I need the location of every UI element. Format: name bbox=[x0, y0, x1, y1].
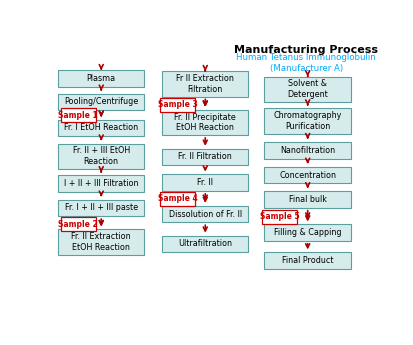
Text: Fr II Extraction
Filtration: Fr II Extraction Filtration bbox=[176, 74, 234, 94]
Text: Concentration: Concentration bbox=[279, 170, 336, 179]
FancyBboxPatch shape bbox=[61, 217, 96, 231]
Text: Nanofiltration: Nanofiltration bbox=[280, 146, 335, 155]
Text: Sample 5: Sample 5 bbox=[260, 212, 300, 221]
Text: Fr. II Extraction
EtOH Reaction: Fr. II Extraction EtOH Reaction bbox=[71, 232, 131, 252]
Text: Manufacturing Process: Manufacturing Process bbox=[234, 46, 378, 56]
Text: Dissolution of Fr. II: Dissolution of Fr. II bbox=[169, 209, 242, 219]
Text: Final Product: Final Product bbox=[282, 256, 333, 265]
Text: Chromatography
Purification: Chromatography Purification bbox=[273, 111, 342, 131]
FancyBboxPatch shape bbox=[160, 192, 195, 206]
FancyBboxPatch shape bbox=[58, 119, 145, 136]
FancyBboxPatch shape bbox=[262, 210, 297, 224]
FancyBboxPatch shape bbox=[58, 229, 145, 255]
FancyBboxPatch shape bbox=[264, 108, 351, 134]
FancyBboxPatch shape bbox=[264, 225, 351, 241]
Text: Ultrafiltration: Ultrafiltration bbox=[178, 239, 232, 248]
Text: Sample 1: Sample 1 bbox=[58, 111, 98, 120]
FancyBboxPatch shape bbox=[264, 167, 351, 183]
FancyBboxPatch shape bbox=[162, 110, 249, 135]
Text: Final bulk: Final bulk bbox=[289, 195, 327, 204]
FancyBboxPatch shape bbox=[58, 200, 145, 216]
Text: Pooling/Centrifuge: Pooling/Centrifuge bbox=[64, 98, 138, 107]
Text: Sample 3: Sample 3 bbox=[157, 100, 197, 109]
Text: Sample 4: Sample 4 bbox=[157, 195, 197, 204]
FancyBboxPatch shape bbox=[61, 108, 96, 122]
Text: Human Tetanus Immunoglobulin
(Manufacturer A): Human Tetanus Immunoglobulin (Manufactur… bbox=[236, 53, 376, 73]
Text: I + II + III Filtration: I + II + III Filtration bbox=[64, 179, 138, 188]
FancyBboxPatch shape bbox=[58, 175, 145, 192]
FancyBboxPatch shape bbox=[160, 98, 195, 111]
Text: Filling & Capping: Filling & Capping bbox=[274, 228, 342, 237]
FancyBboxPatch shape bbox=[264, 191, 351, 208]
Text: Fr. II Filtration: Fr. II Filtration bbox=[178, 152, 232, 161]
FancyBboxPatch shape bbox=[264, 142, 351, 159]
FancyBboxPatch shape bbox=[264, 252, 351, 269]
FancyBboxPatch shape bbox=[162, 71, 249, 97]
Text: Fr. I EtOH Reaction: Fr. I EtOH Reaction bbox=[64, 123, 138, 132]
Text: Fr. II: Fr. II bbox=[197, 178, 213, 187]
FancyBboxPatch shape bbox=[162, 149, 249, 165]
Text: Plasma: Plasma bbox=[87, 74, 116, 83]
FancyBboxPatch shape bbox=[162, 175, 249, 191]
Text: Fr. II + III EtOH
Reaction: Fr. II + III EtOH Reaction bbox=[73, 146, 130, 166]
Text: Sample 2: Sample 2 bbox=[58, 220, 98, 229]
FancyBboxPatch shape bbox=[264, 77, 351, 102]
FancyBboxPatch shape bbox=[58, 70, 145, 87]
Text: Solvent &
Detergent: Solvent & Detergent bbox=[287, 79, 328, 99]
FancyBboxPatch shape bbox=[58, 94, 145, 110]
Text: Fr. II Precipitate
EtOH Reaction: Fr. II Precipitate EtOH Reaction bbox=[174, 112, 236, 132]
FancyBboxPatch shape bbox=[162, 236, 249, 252]
Text: Fr. I + II + III paste: Fr. I + II + III paste bbox=[65, 204, 138, 213]
FancyBboxPatch shape bbox=[162, 206, 249, 222]
FancyBboxPatch shape bbox=[58, 144, 145, 169]
